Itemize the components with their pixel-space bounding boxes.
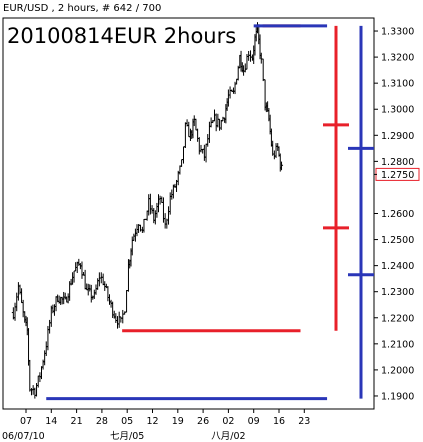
y-axis: 1.3300 1.3200 1.3100 1.3000 1.2900 1.2800 1.27… bbox=[374, 27, 420, 402]
x-tick-label: 12 bbox=[146, 416, 158, 427]
x-axis: 07 14 21 28 05 12 19 26 02 09 16 23 06/07/10 七月/05 八月/… bbox=[2, 409, 310, 442]
y-tick-label: 1.2200 bbox=[381, 313, 414, 324]
chart-title: 20100814EUR 2hours bbox=[7, 24, 236, 48]
x-tick-label: 23 bbox=[298, 416, 310, 427]
y-tick-label: 1.2600 bbox=[381, 209, 414, 220]
price-series bbox=[11, 22, 284, 399]
y-tick-label: 1.2000 bbox=[381, 365, 414, 376]
y-tick-label: 1.3000 bbox=[381, 105, 414, 116]
instrument-title: EUR/USD , 2 hours, # 642 / 700 bbox=[3, 3, 161, 14]
x-tick-label: 05 bbox=[121, 416, 133, 427]
y-tick-label: 1.2800 bbox=[381, 157, 414, 168]
x-tick-label: 14 bbox=[45, 416, 57, 427]
x-tick-label: 09 bbox=[248, 416, 260, 427]
y-tick-label: 1.2100 bbox=[381, 339, 414, 350]
y-tick-label: 1.2900 bbox=[381, 131, 414, 142]
y-tick-label: 1.2300 bbox=[381, 287, 414, 298]
plot-frame bbox=[2, 17, 375, 410]
x-tick-label: 28 bbox=[96, 416, 108, 427]
y-tick-label: 1.3200 bbox=[381, 53, 414, 64]
y-tick-label: 1.3300 bbox=[381, 27, 414, 38]
x-tick-label: 07 bbox=[20, 416, 32, 427]
y-tick-label: 1.1900 bbox=[381, 391, 414, 402]
x-tick-label: 26 bbox=[197, 416, 209, 427]
y-tick-label: 1.2400 bbox=[381, 261, 414, 272]
x-tick-label: 16 bbox=[273, 416, 285, 427]
annotation-markers bbox=[46, 24, 374, 401]
y-tick-label: 1.3100 bbox=[381, 79, 414, 90]
date-label: 八月/02 bbox=[211, 431, 245, 442]
date-label: 06/07/10 bbox=[2, 431, 45, 442]
y-tick-label: 1.2500 bbox=[381, 235, 414, 246]
x-tick-label: 02 bbox=[222, 416, 234, 427]
x-tick-label: 21 bbox=[71, 416, 83, 427]
current-price-label: 1.2750 bbox=[381, 170, 414, 181]
date-label: 七月/05 bbox=[110, 431, 144, 442]
x-tick-label: 19 bbox=[172, 416, 184, 427]
